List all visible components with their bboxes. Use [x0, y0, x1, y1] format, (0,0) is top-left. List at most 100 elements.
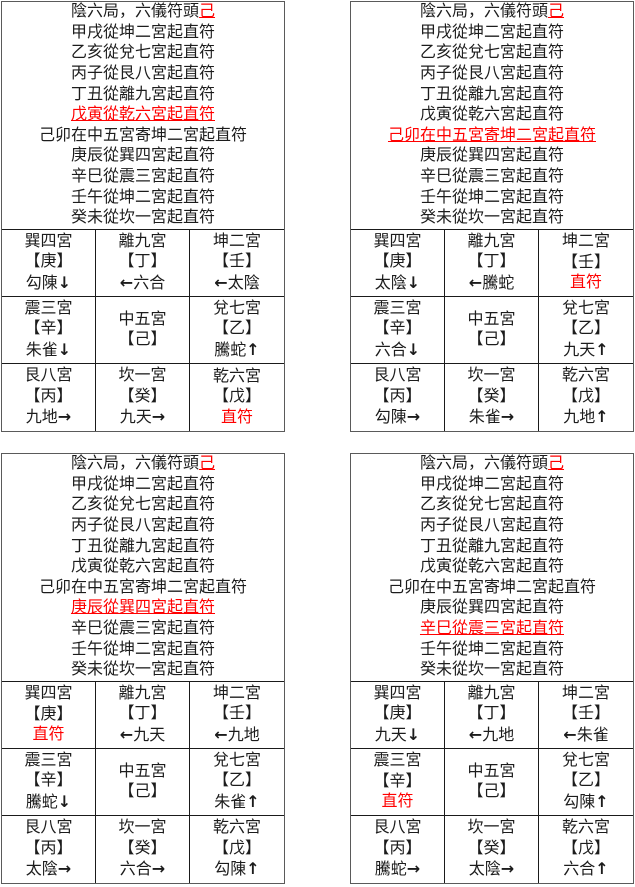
palace-name: 艮八宮	[24, 819, 73, 837]
arrow-right-icon: →	[151, 859, 166, 879]
palace-name: 坎一宮	[467, 819, 516, 837]
cell-qian-6: 乾六宮 【戊】 六合↑	[539, 816, 633, 883]
deity-line: 勾陳↓	[26, 273, 71, 295]
arrow-up-icon: ↑	[595, 339, 609, 359]
cell-qian-6: 乾六宮 【戊】 直符	[190, 364, 284, 431]
stem-label: 【丁】	[118, 253, 167, 271]
palace-name: 中五宮	[467, 310, 516, 328]
formula-list: 陰六局，六儀符頭己 甲戌從坤二宮起直符 乙亥從兌七宮起直符 丙子從艮八宮起直符 丁丑從離…	[2, 454, 284, 682]
stem-label: 【戊】	[561, 839, 610, 857]
header-line: 陰六局，六儀符頭己	[420, 454, 564, 475]
deity-label: 九地	[563, 409, 596, 427]
arrow-left-icon: ←	[563, 724, 577, 744]
stem-label: 【乙】	[561, 772, 610, 790]
stem-label: 【辛】	[24, 772, 73, 790]
header-prefix: 陰六局，六儀符頭	[70, 3, 199, 21]
stem-label: 【壬】	[212, 253, 261, 271]
formula-line: 癸未從坎一宮起直符	[70, 661, 215, 679]
palace-name: 坎一宮	[118, 819, 167, 837]
stem-label: 【辛】	[373, 772, 422, 790]
cell-zhen-3: 震三宮 【辛】 六合↓	[351, 297, 445, 364]
formula-line: 甲戌從坤二宮起直符	[419, 475, 564, 493]
formula-line: 壬午從坤二宮起直符	[70, 640, 215, 658]
cell-dui-7: 兌七宮 【乙】 朱雀↑	[190, 749, 284, 816]
arrow-down-icon: ↓	[406, 272, 421, 292]
cell-xun-4: 巽四宮 【庚】 九天↓	[351, 682, 445, 749]
arrow-down-icon: ↓	[57, 791, 72, 811]
header-line: 陰六局，六儀符頭己	[420, 2, 564, 23]
deity-label: 六合	[374, 341, 407, 359]
qimen-panel-2: 陰六局，六儀符頭己 甲戌從坤二宮起直符 乙亥從兌七宮起直符 丙子從艮八宮起直符 丁丑從離…	[350, 1, 634, 432]
stem-label: 【丙】	[24, 387, 73, 405]
stem-label: 【庚】	[24, 253, 73, 271]
deity-line: 勾陳→	[375, 407, 420, 429]
cell-qian-6: 乾六宮 【戊】 勾陳↑	[190, 816, 284, 883]
deity-label: 太陰	[227, 274, 260, 292]
cell-zhen-3: 震三宮 【辛】 騰蛇↓	[2, 749, 96, 816]
stem-label: 【丁】	[467, 705, 516, 723]
palace-name: 巽四宮	[373, 684, 422, 702]
palace-name: 離九宮	[118, 232, 167, 250]
deity-line: 直符	[221, 408, 253, 429]
formula-line: 乙亥從兌七宮起直符	[419, 44, 564, 62]
formula-line: 丙子從艮八宮起直符	[70, 65, 215, 83]
head-stem: 己	[199, 455, 216, 473]
stem-label: 【庚】	[373, 253, 422, 271]
stem-label: 【癸】	[118, 387, 167, 405]
formula-line: 己卯在中五宮寄坤二宮起直符	[387, 126, 596, 144]
palace-name: 中五宮	[118, 310, 167, 328]
deity-label: 騰蛇	[482, 274, 515, 292]
formula-line: 辛巳從震三宮起直符	[419, 167, 564, 185]
formula-line: 丁丑從離九宮起直符	[419, 85, 564, 103]
palace-name: 坤二宮	[212, 232, 261, 250]
header-prefix: 陰六局，六儀符頭	[419, 3, 548, 21]
deity-line: ←朱雀	[563, 725, 608, 747]
stem-label: 【乙】	[212, 320, 261, 338]
deity-line: 太陰↓	[375, 273, 420, 295]
deity-label: 九地	[482, 726, 515, 744]
stem-label: 【丙】	[24, 839, 73, 857]
palace-name: 震三宮	[24, 751, 73, 769]
palace-name: 乾六宮	[212, 367, 261, 385]
stem-label: 【丙】	[373, 839, 422, 857]
formula-line: 壬午從坤二宮起直符	[419, 188, 564, 206]
cell-kan-1: 坎一宮 【癸】 朱雀→	[445, 364, 539, 431]
header-prefix: 陰六局，六儀符頭	[70, 455, 199, 473]
deity-label: 太陰	[468, 861, 501, 879]
deity-label: 勾陳	[563, 793, 596, 811]
palace-name: 震三宮	[24, 299, 73, 317]
formula-line: 辛巳從震三宮起直符	[70, 167, 215, 185]
formula-line: 壬午從坤二宮起直符	[70, 188, 215, 206]
deity-line: 太陰→	[469, 859, 514, 881]
arrow-right-icon: →	[406, 407, 421, 427]
palace-name: 坤二宮	[561, 233, 610, 251]
cell-kun-2: 坤二宮 【壬】 直符	[539, 230, 633, 297]
formula-line: 乙亥從兌七宮起直符	[419, 496, 564, 514]
deity-label: 朱雀	[214, 793, 247, 811]
formula-line: 丁丑從離九宮起直符	[419, 537, 564, 555]
palace-name: 坎一宮	[467, 367, 516, 385]
formula-line: 乙亥從兌七宮起直符	[70, 44, 215, 62]
arrow-left-icon: ←	[468, 724, 483, 744]
arrow-up-icon: ↑	[246, 791, 260, 811]
palace-name: 兌七宮	[561, 751, 610, 769]
palace-name: 離九宮	[467, 232, 516, 250]
header-line: 陰六局，六儀符頭己	[71, 2, 215, 23]
palace-grid: 巽四宮 【庚】 勾陳↓ 離九宮 【丁】 ←六合 坤二宮 【壬】 ←太陰 震三宮 【辛】 朱雀↓ 中五宮【…	[2, 230, 284, 431]
formula-list: 陰六局，六儀符頭己 甲戌從坤二宮起直符 乙亥從兌七宮起直符 丙子從艮八宮起直符 丁丑從離…	[351, 454, 633, 682]
deity-line: 勾陳↑	[563, 792, 608, 814]
qimen-panel-4: 陰六局，六儀符頭己 甲戌從坤二宮起直符 乙亥從兌七宮起直符 丙子從艮八宮起直符 丁丑從離…	[350, 453, 634, 884]
palace-name: 艮八宮	[24, 367, 73, 385]
formula-line: 甲戌從坤二宮起直符	[419, 23, 564, 41]
deity-line: ←六合	[120, 273, 165, 295]
palace-name: 中五宮	[118, 762, 167, 780]
palace-name: 乾六宮	[212, 819, 261, 837]
deity-label: 六合	[119, 861, 152, 879]
cell-kan-1: 坎一宮 【癸】 六合→	[96, 816, 190, 883]
stem-label: 【癸】	[467, 387, 516, 405]
cell-li-9: 離九宮 【丁】 ←騰蛇	[445, 230, 539, 297]
deity-line: 直符	[32, 725, 64, 746]
formula-list: 陰六局，六儀符頭己 甲戌從坤二宮起直符 乙亥從兌七宮起直符 丙子從艮八宮起直符 丁丑從離…	[2, 2, 284, 230]
formula-list: 陰六局，六儀符頭己 甲戌從坤二宮起直符 乙亥從兌七宮起直符 丙子從艮八宮起直符 丁丑從離…	[351, 2, 633, 230]
